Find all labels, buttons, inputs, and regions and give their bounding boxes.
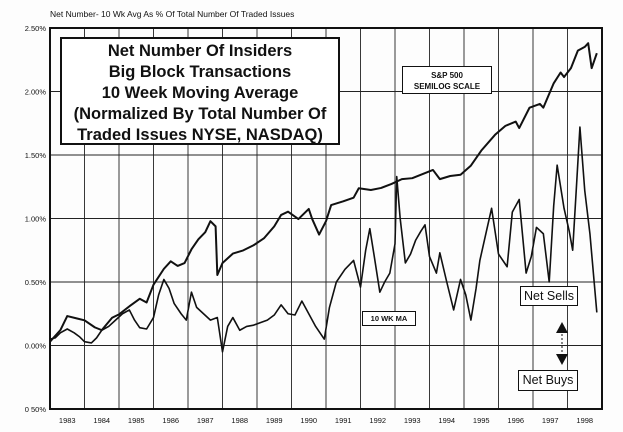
- arrow-down-icon: [556, 354, 568, 365]
- x-tick-label: 1994: [438, 416, 455, 425]
- net-buys-label: Net Buys: [518, 370, 578, 391]
- net-sells-label: Net Sells: [520, 286, 578, 306]
- y-tick-label: 2.00%: [25, 88, 47, 97]
- y-tick-label: 2.50%: [25, 24, 47, 33]
- x-tick-label: 1988: [231, 416, 248, 425]
- x-tick-label: 1993: [404, 416, 421, 425]
- series-line-10wk-ma: [49, 126, 598, 353]
- title-line: Traded Issues NYSE, NASDAQ): [77, 126, 323, 144]
- plot-border: [49, 27, 603, 410]
- title-line: Big Block Transactions: [108, 63, 292, 81]
- series-line-sp500: [49, 42, 598, 343]
- x-tick-label: 1995: [473, 416, 490, 425]
- y-tick-label: 0 50%: [25, 405, 47, 414]
- title-line: Net Number Of Insiders: [107, 42, 293, 60]
- arrow-up-icon: [556, 322, 568, 333]
- sp500-label: S&P 500 SEMILOG SCALE: [402, 66, 492, 94]
- x-tick-label: 1989: [266, 416, 283, 425]
- y-tick-label: 0.50%: [25, 278, 47, 287]
- title-line: (Normalized By Total Number Of: [73, 105, 327, 123]
- x-tick-label: 1997: [542, 416, 559, 425]
- y-tick-label: 1.50%: [25, 151, 47, 160]
- ma-label: 10 WK MA: [362, 311, 416, 326]
- y-tick-label: 1.00%: [25, 215, 47, 224]
- x-tick-label: 1985: [128, 416, 145, 425]
- title-line: 10 Week Moving Average: [101, 84, 299, 102]
- x-tick-label: 1992: [369, 416, 386, 425]
- x-tick-label: 1996: [507, 416, 524, 425]
- x-tick-label: 1990: [300, 416, 317, 425]
- sp500-label-line: SEMILOG SCALE: [413, 82, 481, 91]
- x-tick-label: 1998: [576, 416, 593, 425]
- x-tick-label: 1991: [335, 416, 352, 425]
- y-tick-label: 0.00%: [25, 342, 47, 351]
- x-tick-label: 1984: [93, 416, 110, 425]
- sp500-label-line: S&P 500: [431, 71, 463, 80]
- chart-title-box: Net Number Of Insiders Big Block Transac…: [60, 37, 340, 145]
- x-tick-label: 1987: [197, 416, 214, 425]
- y-axis-label: Net Number- 10 Wk Avg As % Of Total Numb…: [50, 9, 295, 19]
- x-tick-label: 1986: [162, 416, 179, 425]
- x-tick-label: 1983: [59, 416, 76, 425]
